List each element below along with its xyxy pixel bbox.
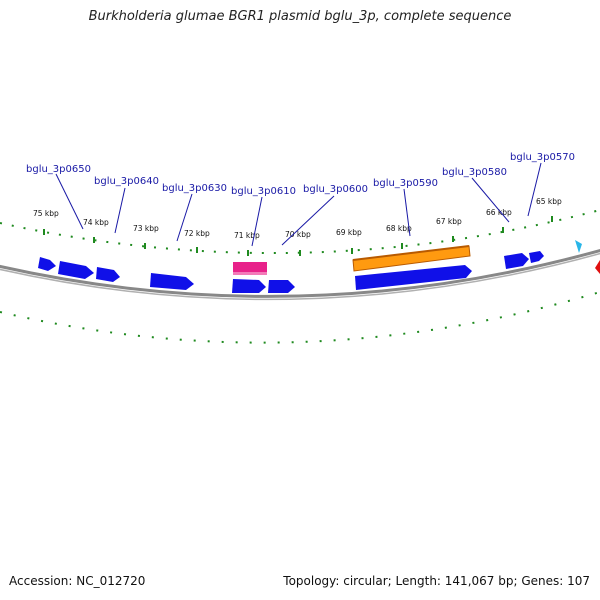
orange-feature-top-edge xyxy=(352,245,470,261)
gene-arrow xyxy=(504,253,529,269)
gene-arrows xyxy=(38,251,544,293)
kbp-label: 69 kbp xyxy=(336,228,362,237)
summary-text: Topology: circular; Length: 141,067 bp; … xyxy=(283,574,590,588)
leader-line xyxy=(403,188,411,237)
gene-label: bglu_3p0630 xyxy=(162,183,227,194)
kbp-label: 72 kbp xyxy=(184,229,210,238)
gene-arrow xyxy=(58,261,94,279)
kbp-label: 67 kbp xyxy=(436,217,462,226)
kbp-label: 70 kbp xyxy=(285,230,311,239)
kbp-label: 74 kbp xyxy=(83,218,109,227)
kbp-label: 65 kbp xyxy=(536,197,562,206)
leader-line xyxy=(176,193,193,242)
kbp-label: 75 kbp xyxy=(33,209,59,218)
small-marker xyxy=(575,240,582,253)
gene-label: bglu_3p0570 xyxy=(510,152,575,163)
pink-feature xyxy=(233,262,267,275)
gene-label: bglu_3p0610 xyxy=(231,186,296,197)
major-ticks xyxy=(43,216,553,256)
outer-tick-ring xyxy=(0,209,600,255)
gene-label: bglu_3p0590 xyxy=(373,178,438,189)
leader-line xyxy=(114,187,126,234)
leader-line xyxy=(471,177,510,223)
gene-arrow xyxy=(529,251,544,263)
gene-arrow xyxy=(232,279,266,293)
backbone-outer xyxy=(0,248,600,298)
gene-arrow xyxy=(96,267,120,282)
gene-arrow xyxy=(355,265,472,290)
leader-line xyxy=(527,162,542,217)
pink-feature-shade xyxy=(233,272,267,275)
kbp-label: 73 kbp xyxy=(133,224,159,233)
backbone-inner xyxy=(0,252,600,301)
gene-labels: bglu_3p0650 bglu_3p0640 bglu_3p0630 bglu… xyxy=(26,152,575,197)
gene-arrow xyxy=(268,280,295,293)
inner-tick-ring xyxy=(0,291,600,344)
map-title: Burkholderia glumae BGR1 plasmid bglu_3p… xyxy=(88,9,512,24)
gene-label: bglu_3p0600 xyxy=(303,184,368,195)
leader-line xyxy=(251,196,263,247)
kbp-label: 68 kbp xyxy=(386,224,412,233)
leader-line xyxy=(55,173,84,230)
edge-marker xyxy=(595,260,600,274)
kbp-label: 66 kbp xyxy=(486,208,512,217)
kbp-labels: 75 kbp 74 kbp 73 kbp 72 kbp 71 kbp 70 kb… xyxy=(33,197,562,240)
gene-arrow xyxy=(150,273,194,290)
accession-text: Accession: NC_012720 xyxy=(9,574,146,588)
gene-arrow xyxy=(38,257,56,271)
kbp-label: 71 kbp xyxy=(234,231,260,240)
label-leaders xyxy=(55,162,542,247)
gene-label: bglu_3p0650 xyxy=(26,164,91,175)
gene-label: bglu_3p0580 xyxy=(442,167,507,178)
leader-line xyxy=(281,195,335,246)
gene-label: bglu_3p0640 xyxy=(94,176,159,187)
